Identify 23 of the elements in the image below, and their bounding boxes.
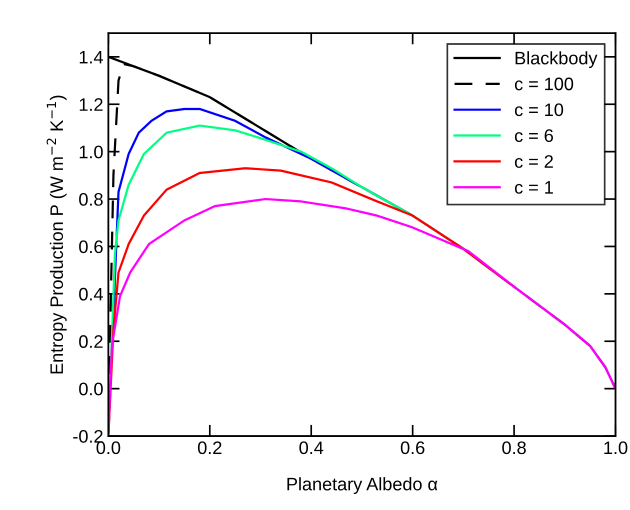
legend-label: c = 6 [514, 129, 554, 142]
y-tick-label: 1.4 [80, 50, 103, 64]
x-tick-label: 0.8 [502, 441, 526, 454]
legend-label: Blackbody [516, 51, 598, 68]
y-axis-title: Entropy Production P (W m$^{−2}$ K$^{−1}$) [46, 96, 67, 374]
y-tick-label: 0.2 [79, 335, 103, 348]
x-tick-label: 0.4 [299, 441, 324, 454]
y-tick-label: 0.6 [79, 240, 103, 254]
legend-label: c = 1 [514, 181, 553, 194]
y-tick-label: 0.8 [79, 192, 103, 206]
y-tick-label: 0.0 [79, 382, 103, 396]
legend-label: c = 2 [514, 155, 553, 168]
y-tick-label: 1.2 [80, 98, 103, 111]
y-tick-label: 1.0 [80, 146, 103, 158]
y-tick-label: 0.4 [79, 288, 103, 301]
legend-label: c = 100 [514, 78, 574, 90]
x-axis-title: Planetary Albedo α [287, 477, 438, 494]
x-tick-label: 1.0 [604, 441, 628, 454]
x-tick-label: 0.2 [198, 441, 222, 454]
x-tick-label: 0.6 [400, 441, 424, 454]
legend-label: c = 10 [514, 103, 564, 116]
x-tick-label: 0.0 [96, 441, 120, 454]
y-tick-label: -0.2 [73, 430, 103, 443]
